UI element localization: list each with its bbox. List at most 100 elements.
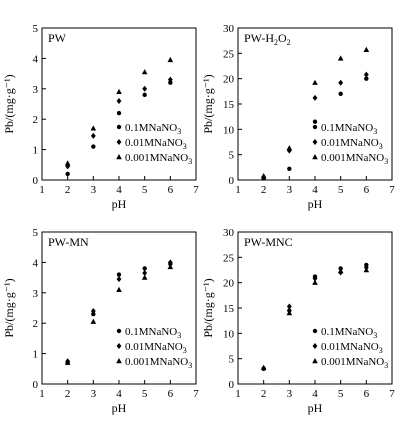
data-point: [338, 91, 343, 97]
legend-label: 0.1MNaNO3: [321, 122, 377, 136]
data-point: [167, 263, 174, 270]
x-tick-label: 5: [142, 184, 148, 196]
y-tick-label: 0: [33, 175, 39, 187]
y-axis-label: Pb/(mg·g⁻¹): [2, 278, 16, 337]
y-tick-label: 2: [33, 318, 39, 330]
x-tick-label: 7: [389, 184, 395, 196]
legend-label: 0.01MNaNO3: [125, 137, 187, 151]
legend-marker: [116, 124, 122, 130]
x-axis-label: pH: [112, 401, 127, 415]
x-tick-label: 4: [312, 388, 318, 400]
x-tick-label: 7: [389, 388, 395, 400]
y-tick-label: 5: [229, 354, 235, 366]
data-point: [116, 97, 122, 104]
data-point: [142, 85, 148, 92]
legend-marker: [312, 154, 318, 160]
data-point: [363, 46, 370, 52]
chart-panel-2: 1 2 3 4 5 6 7 0 5 10 15 20 25 30 pH Pb/(mg·g⁻¹) PW-H2O2 0…: [201, 23, 395, 211]
x-tick-label: 2: [261, 388, 267, 400]
data-point: [91, 311, 96, 317]
x-tick-label: 5: [338, 184, 344, 196]
y-tick-label: 30: [223, 227, 235, 239]
y-tick-label: 4: [33, 257, 39, 269]
y-tick-label: 10: [223, 328, 235, 340]
data-point: [363, 267, 370, 273]
y-tick-label: 30: [223, 23, 235, 35]
x-tick-label: 3: [91, 184, 97, 196]
legend-label: 0.001MNaNO3: [321, 356, 388, 370]
legend-label: 0.001MNaNO3: [321, 152, 388, 166]
data-point: [142, 266, 147, 271]
data-point: [286, 145, 293, 151]
x-tick-label: 1: [39, 184, 45, 196]
legend-marker: [116, 328, 122, 334]
x-axis-label: pH: [308, 401, 323, 415]
x-tick-label: 1: [39, 388, 45, 400]
chart-panel-3: 1 2 3 4 5 6 7012345pHPb/(mg·g⁻¹)PW-MN0.1MNaNO3…: [2, 227, 199, 415]
panel-title: PW-H2O2: [244, 31, 291, 47]
x-tick-label: 3: [287, 184, 293, 196]
data-point: [116, 110, 122, 116]
data-point: [167, 259, 173, 266]
x-tick-label: 2: [261, 184, 267, 196]
data-point: [167, 56, 174, 63]
data-point: [312, 79, 318, 85]
data-point: [312, 94, 318, 101]
data-point: [90, 125, 97, 131]
y-tick-label: 10: [223, 124, 235, 136]
x-tick-label: 6: [364, 388, 370, 400]
data-point: [338, 79, 344, 86]
y-tick-label: 2: [33, 114, 39, 126]
x-tick-label: 5: [338, 388, 344, 400]
data-point: [337, 55, 344, 61]
data-point: [168, 80, 173, 85]
data-point: [312, 119, 318, 124]
x-tick-label: 4: [116, 184, 122, 196]
legend-marker: [312, 139, 318, 145]
data-point: [90, 318, 97, 324]
x-tick-label: 6: [168, 184, 174, 196]
data-point: [337, 268, 344, 274]
legend-marker: [116, 154, 122, 160]
x-tick-label: 2: [65, 184, 71, 196]
y-tick-label: 0: [229, 175, 235, 187]
data-point: [167, 76, 173, 83]
legend-marker: [312, 358, 318, 364]
x-tick-label: 6: [168, 388, 174, 400]
data-point: [141, 69, 148, 75]
y-tick-label: 3: [33, 84, 39, 96]
x-tick-label: 3: [287, 388, 293, 400]
x-tick-label: 1: [235, 388, 241, 400]
x-tick-label: 2: [65, 388, 71, 400]
data-point: [286, 310, 293, 316]
x-tick-label: 4: [116, 388, 122, 400]
y-tick-label: 1: [33, 349, 39, 361]
y-tick-label: 0: [33, 379, 39, 391]
x-tick-label: 3: [91, 388, 97, 400]
y-tick-label: 4: [33, 53, 39, 65]
chart-panel-1: 1 2 3 4 5 6 7012345pHPb/(mg·g⁻¹)PW0.1MNaNO30.0…: [2, 23, 199, 211]
legend-label: 0.1MNaNO3: [125, 326, 181, 340]
legend-label: 0.001MNaNO3: [125, 152, 192, 166]
data-point: [64, 359, 71, 365]
x-tick-label: 7: [193, 388, 199, 400]
y-axis-label: Pb/(mg·g⁻¹): [2, 74, 16, 133]
x-tick-label: 6: [364, 184, 370, 196]
legend-label: 0.1MNaNO3: [321, 326, 377, 340]
data-point: [116, 88, 122, 95]
x-axis-label: pH: [308, 197, 323, 211]
y-tick-label: 15: [223, 303, 235, 315]
y-tick-label: 25: [223, 252, 235, 264]
y-tick-label: 3: [33, 288, 39, 300]
data-point: [64, 160, 71, 166]
y-axis-label: Pb/(mg·g⁻¹): [201, 74, 215, 133]
x-tick-label: 4: [312, 184, 318, 196]
data-point: [90, 308, 96, 315]
x-axis-label: pH: [112, 197, 127, 211]
data-point: [287, 166, 292, 172]
y-tick-label: 25: [223, 48, 235, 60]
y-tick-label: 5: [33, 227, 39, 239]
data-point: [286, 303, 292, 310]
data-point: [116, 286, 122, 292]
y-tick-label: 15: [223, 99, 235, 111]
